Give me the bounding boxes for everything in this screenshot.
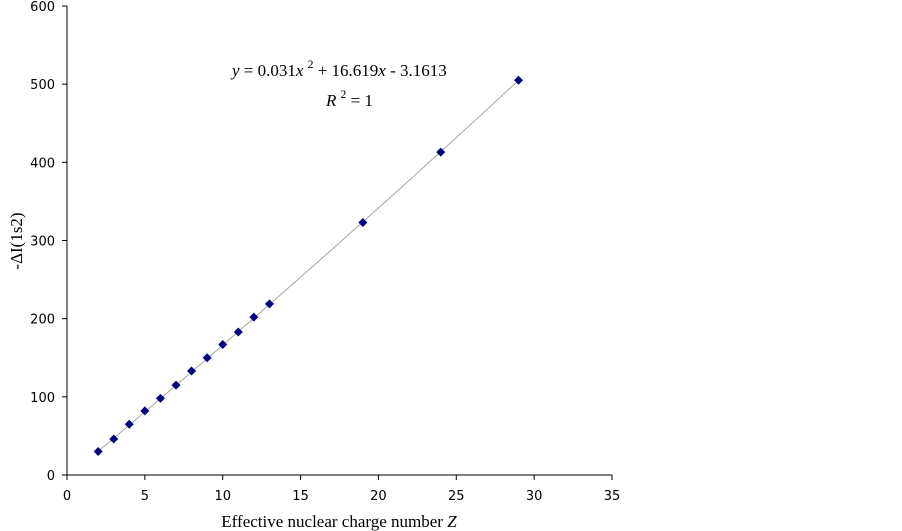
equation-x2: x bbox=[377, 61, 386, 80]
x-tick-label: 10 bbox=[214, 489, 231, 504]
r-squared-value: = 1 bbox=[346, 91, 373, 110]
y-tick-label: 600 bbox=[30, 0, 55, 15]
data-point bbox=[109, 434, 119, 444]
x-tick-label: 5 bbox=[141, 489, 149, 504]
y-tick-label: 200 bbox=[30, 313, 55, 328]
trendline-group bbox=[97, 80, 519, 452]
x-tick-label: 35 bbox=[604, 489, 621, 504]
x-tick-label: 30 bbox=[526, 489, 543, 504]
equation-part2: + 16.619 bbox=[313, 61, 378, 80]
trendline bbox=[97, 80, 519, 452]
data-point bbox=[202, 353, 212, 363]
data-point bbox=[436, 147, 446, 157]
y-tick-label: 500 bbox=[30, 78, 55, 93]
data-point bbox=[358, 218, 368, 228]
data-point bbox=[124, 419, 134, 429]
y-tick-label: 400 bbox=[30, 156, 55, 171]
equation-y: y bbox=[230, 61, 240, 80]
data-point bbox=[187, 366, 197, 376]
x-axis-title: Effective nuclear charge number Z bbox=[221, 512, 457, 531]
x-tick-label: 25 bbox=[448, 489, 465, 504]
equation-part3: - 3.1613 bbox=[386, 61, 447, 80]
data-point bbox=[218, 339, 228, 349]
axes bbox=[62, 5, 613, 480]
x-axis-title-variable: Z bbox=[447, 512, 457, 531]
r-squared-exponent: 2 bbox=[340, 87, 346, 101]
data-point bbox=[233, 327, 243, 337]
equation-part1: = 0.031 bbox=[240, 61, 296, 80]
data-point bbox=[514, 75, 524, 85]
x-tick-label: 0 bbox=[63, 489, 71, 504]
y-tick-label: 0 bbox=[47, 469, 55, 484]
equation-x1: x bbox=[295, 61, 304, 80]
r-squared-r: R bbox=[325, 91, 337, 110]
x-axis-title-text: Effective nuclear charge number bbox=[221, 512, 447, 531]
data-point bbox=[264, 299, 274, 309]
data-point bbox=[155, 393, 165, 403]
data-point bbox=[171, 380, 181, 390]
x-tick-label: 20 bbox=[370, 489, 387, 504]
tick-labels: 0 5 10 15 20 25 30 35 0 100 200 300 400 500 600 bbox=[30, 0, 620, 504]
y-tick-label: 300 bbox=[30, 235, 55, 250]
y-tick-label: 100 bbox=[30, 391, 55, 406]
data-point bbox=[140, 406, 150, 416]
trendline-equation: y = 0.031x 2 + 16.619x - 3.1613 bbox=[230, 57, 447, 80]
data-points bbox=[93, 75, 524, 457]
x-tick-label: 15 bbox=[292, 489, 309, 504]
equation-exponent: 2 bbox=[307, 57, 313, 71]
y-axis-title: -ΔI(1s2) bbox=[7, 212, 26, 269]
data-point bbox=[93, 447, 103, 457]
data-point bbox=[249, 312, 259, 322]
